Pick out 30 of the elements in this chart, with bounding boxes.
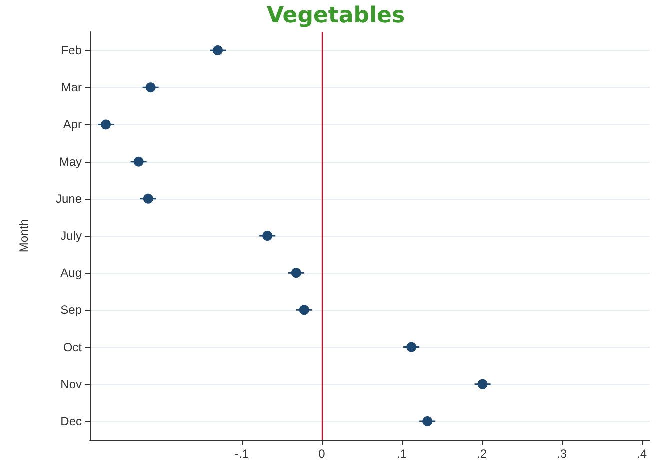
point xyxy=(213,46,223,56)
point xyxy=(146,82,156,93)
point xyxy=(422,416,433,426)
y-tick-label: Feb xyxy=(61,44,82,58)
y-tick-label: Nov xyxy=(60,377,82,392)
x-tick-label: .2 xyxy=(476,447,488,461)
y-tick-label: Apr xyxy=(63,118,82,132)
x-tick-label: .1 xyxy=(396,447,408,461)
y-tick-label: Mar xyxy=(61,80,82,95)
y-tick-label: May xyxy=(59,154,82,169)
x-tick-label: .3 xyxy=(556,447,568,461)
point xyxy=(262,231,273,241)
point xyxy=(134,156,144,167)
point xyxy=(299,305,310,316)
y-tick-label: June xyxy=(56,192,82,206)
x-tick-label: .4 xyxy=(636,447,648,461)
y-tick-label: Aug xyxy=(60,266,82,280)
point xyxy=(478,379,488,390)
y-tick-label: Oct xyxy=(63,340,83,354)
y-axis-title: Month xyxy=(17,219,31,253)
point xyxy=(101,120,111,130)
chart-title: Vegetables xyxy=(266,4,406,28)
y-tick-label: Dec xyxy=(60,414,82,428)
y-tick-label: July xyxy=(60,229,82,243)
x-tick-label: -.1 xyxy=(234,447,250,461)
point xyxy=(291,268,302,278)
point xyxy=(406,342,417,352)
x-tick-label: 0 xyxy=(318,447,326,461)
point xyxy=(143,194,154,204)
y-tick-label: Sep xyxy=(60,303,82,318)
